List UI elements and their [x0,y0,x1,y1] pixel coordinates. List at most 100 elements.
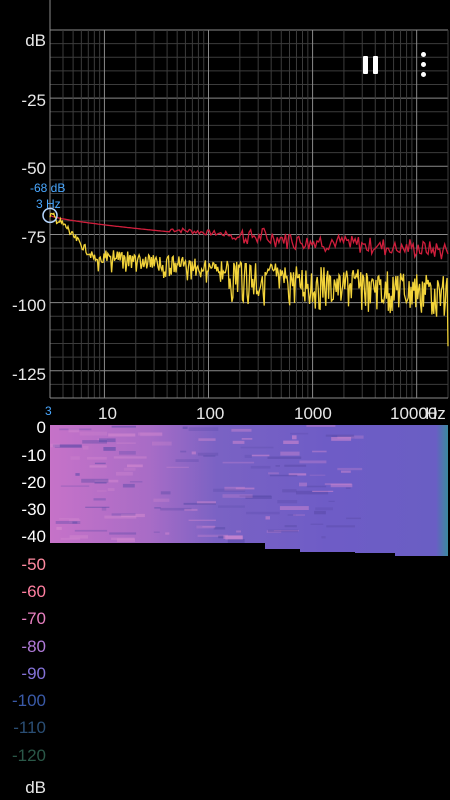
more-vert-icon [421,52,426,57]
spectrogram-texture [235,487,255,490]
spectrogram-texture [292,435,297,440]
spectrogram-texture [277,500,298,504]
spectrogram-texture [321,536,326,539]
pause-icon [363,56,368,74]
spectrogram-texture [213,527,226,530]
spectrogram-texture [104,515,137,519]
spectrogram-texture [241,438,253,440]
cursor-hz-value: 3 Hz [36,197,61,211]
spectrogram-texture [227,539,245,543]
spectrogram-image [50,425,448,556]
x-tick-label: 1000 [294,404,332,423]
y-axis-unit: dB [25,31,46,50]
spectrogram-texture [341,470,351,473]
spectrogram-texture [59,518,80,520]
more-options-button[interactable] [416,52,430,78]
scale-label: -40 [21,527,46,546]
scale-label: -50 [21,555,46,574]
scale-label: -90 [21,664,46,683]
spectrogram-texture [111,537,135,540]
spectrogram-texture [175,459,199,462]
spectrogram-texture [306,425,336,427]
spectrogram-texture [331,437,352,441]
spectrogram-texture [325,434,354,437]
spectrogram-texture [218,535,226,539]
scale-label: -10 [21,446,46,465]
spectrogram-texture [284,525,297,528]
spectrogram-texture [328,500,335,502]
spectrogram-waterfall[interactable] [0,425,450,800]
y-tick-label: -50 [21,159,46,178]
spectrogram-texture [89,465,107,468]
spectrogram-texture [284,464,307,467]
spectrogram-texture [140,432,163,437]
spectrogram-texture [69,535,88,539]
spectrogram-texture [315,507,333,511]
spectrogram-texture [290,432,309,435]
spectrogram-texture [224,486,245,491]
spectrogram-texture [109,532,137,535]
spectrogram-texture [119,451,136,455]
spectrogram-texture [245,495,272,499]
cursor-db-value: -68 dB [30,181,66,195]
spectrogram-texture [251,454,270,457]
spectrogram-texture [345,487,351,489]
spectrogram-texture [94,462,106,465]
y-tick-label: -75 [21,228,46,247]
y-tick-label: -100 [11,296,46,315]
spectrogram-texture [309,474,326,476]
spectrogram-texture [138,432,163,436]
scale-label: -60 [21,582,46,601]
spectrogram-texture [153,498,170,502]
spectrogram-texture [293,514,305,516]
spectrogram-texture [288,473,307,476]
spectrogram-texture [197,534,228,537]
spectrogram-texture [99,438,116,443]
spectrogram-texture [60,485,90,487]
spectrogram-texture [183,502,216,505]
spectrogram-texture [70,456,80,460]
spectrogram-texture [160,507,192,511]
spectrogram-texture [337,467,363,471]
spectrogram-texture [236,530,241,533]
spectrogram-texture [56,526,62,530]
pause-button[interactable] [360,54,382,76]
cursor-marker[interactable] [42,207,58,224]
x-tick-label: 10000 [390,404,438,423]
x-tick-label: 10 [98,404,117,423]
spectrogram-texture [268,529,299,533]
spectrogram-texture [85,506,110,508]
spectrogram-texture [283,440,299,444]
scale-label: 0 [36,418,46,437]
spectrogram-texture [196,501,216,505]
spectrogram-texture [166,466,189,468]
spectrogram-texture [111,513,136,516]
spectrogram-texture [165,532,170,535]
spectrogram-texture [69,519,81,524]
spectrogram-texture [107,488,115,491]
spectrogram-texture [52,444,82,448]
spectrum-plot[interactable] [0,0,450,425]
spectrogram-texture [266,530,282,533]
spectrogram-texture [306,485,327,488]
spectrogram-texture [184,508,198,511]
spectrogram-texture [96,490,107,492]
spectrogram-texture [346,517,361,520]
spectrogram-texture [152,441,172,446]
spectrogram-texture [116,442,136,444]
scale-unit: dB [25,778,46,797]
spectrogram-texture [129,481,143,483]
spectrogram-texture [269,474,298,477]
spectrogram-texture [127,464,143,468]
spectrogram-texture [111,425,136,428]
spectrogram-texture [314,510,326,515]
live-spectrum-line [49,212,449,347]
more-vert-icon-dot [421,62,426,67]
scale-label: -80 [21,637,46,656]
spectrogram-texture [94,482,107,484]
spectrogram-texture [188,427,219,431]
scale-label: -20 [21,473,46,492]
spectrogram-texture [240,446,274,449]
spectrogram-texture [324,483,352,486]
spectrogram-texture [299,482,307,487]
